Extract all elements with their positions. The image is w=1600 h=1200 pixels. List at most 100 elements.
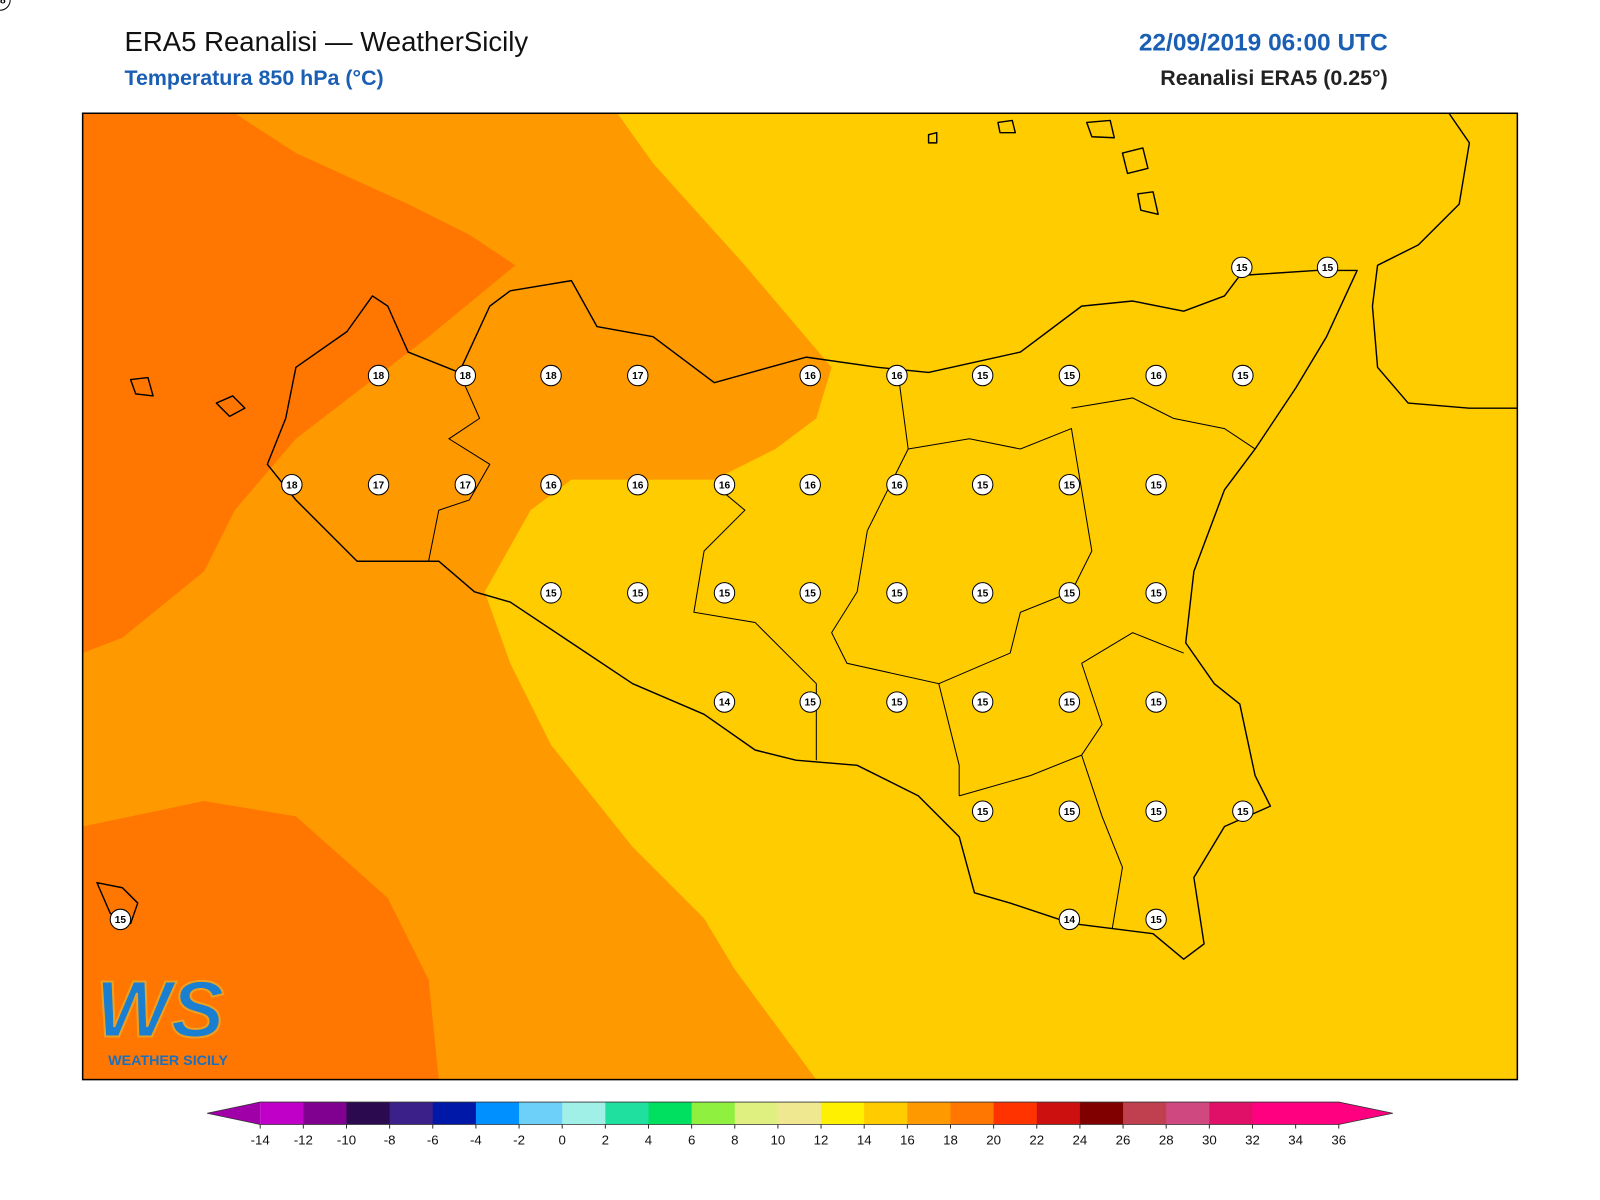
station-marker [1058,364,1081,387]
colorbar-tick-label: 20 [986,1132,1001,1147]
colorbar-tick-label: 0 [559,1132,566,1147]
island [96,881,139,925]
colorbar-extend-low [207,1102,261,1125]
colorbar-bin [389,1102,434,1125]
colorbar-bin [1252,1102,1297,1125]
station-value: 15 [1150,589,1162,600]
station-value: 18 [0,0,6,7]
station-marker [1231,256,1253,279]
colorbar-tick-label: -4 [470,1132,482,1147]
province-border [959,754,1082,797]
station-value: 16 [632,480,644,491]
station-marker [886,691,908,713]
station-marker [799,364,821,387]
station-value: 15 [1236,263,1248,274]
temperature-field [82,113,1518,1080]
colorbar-bin [475,1102,520,1125]
island [1121,147,1149,175]
colorbar-bin [605,1102,649,1125]
station-value: 15 [632,589,644,600]
colorbar-tick-label: 10 [771,1132,786,1147]
station-value: 15 [891,698,903,709]
station-marker [971,691,994,713]
station-value: 16 [805,480,817,491]
station-labels: 15 15 18 18 18 17 16 16 15 15 16 15 18 17 17 16 16 16 16 16… [0,0,1339,931]
colorbar-bin [303,1102,347,1125]
calabria-coast [1371,113,1518,409]
station-value: 15 [1150,807,1162,818]
station-marker [1316,256,1339,279]
sicily-coast [266,269,1358,960]
colorbar-bin [777,1102,822,1125]
island [215,395,246,418]
colorbar-tick-label: 4 [645,1132,652,1147]
station-marker [1145,691,1167,713]
station-value: 15 [1064,589,1076,600]
station-marker [713,473,736,496]
colorbar-bin [993,1102,1038,1125]
station-value: 18 [373,371,385,382]
province-border [1071,397,1256,450]
map-frame [81,112,1519,1081]
station-value: 17 [373,480,385,491]
colorbar-bin [519,1102,563,1125]
station-value: 14 [1064,915,1076,926]
colorbar: -14 -12 -10 -8 -6 -4 -2 0 2 4 6 8 10 12 14 16 18 20 22 24 26… [207,1101,1393,1147]
station-value: 15 [805,589,817,600]
station-marker [1058,582,1081,604]
province-border [908,427,1093,685]
station-value: 18 [460,371,472,382]
station-value: 15 [977,807,989,818]
title: ERA5 Reanalisi — WeatherSicily [124,26,528,57]
station-value: 15 [1237,371,1249,382]
station-marker [627,582,649,604]
colorbar-tick-label: 26 [1116,1132,1131,1147]
station-value: 15 [545,589,557,600]
coastlines [96,113,1518,960]
island [997,119,1017,134]
station-value: 15 [891,589,903,600]
colorbar-tick-label: -8 [384,1132,396,1147]
station-marker [1145,473,1167,496]
station-value: 15 [719,589,731,600]
station-value: 16 [545,480,557,491]
province-border [428,372,491,562]
station-marker [971,582,994,604]
station-value: 15 [1150,915,1162,926]
station-value: 15 [1064,807,1076,818]
colorbar-tick-label: 28 [1159,1132,1174,1147]
station-marker [1232,364,1254,387]
colorbar-tick-label: 36 [1331,1132,1346,1147]
province-border [831,372,960,796]
station-value: 15 [1150,698,1162,709]
colorbar-bin [432,1102,477,1125]
station-value: 16 [891,371,903,382]
station-value: 15 [1322,263,1334,274]
station-value: 18 [286,480,298,491]
station-value: 15 [977,480,989,491]
station-value: 15 [977,589,989,600]
station-marker [886,473,908,496]
date: 22/09/2019 06:00 UTC [1139,29,1388,56]
station-marker [367,364,390,387]
station-marker [713,691,736,713]
station-value: 15 [977,371,989,382]
station-marker [1145,908,1167,931]
station-marker [367,473,390,496]
station-value: 15 [115,915,127,926]
colorbar-bin [1295,1102,1340,1125]
station-value: 17 [460,480,472,491]
station-value: 16 [805,371,817,382]
colorbar-bin [734,1102,779,1125]
colorbar-tick-label: 2 [602,1132,609,1147]
station-marker [1058,908,1081,931]
colorbar-tick-label: -10 [337,1132,356,1147]
station-value: 15 [1237,807,1249,818]
colorbar-tick-label: -2 [513,1132,525,1147]
station-marker [0,0,11,11]
colorbar-tick-label: 14 [857,1132,872,1147]
colorbar-bin [1123,1102,1167,1125]
station-value: 15 [1064,480,1076,491]
station-marker [454,473,477,496]
colorbar-bin [821,1102,865,1125]
